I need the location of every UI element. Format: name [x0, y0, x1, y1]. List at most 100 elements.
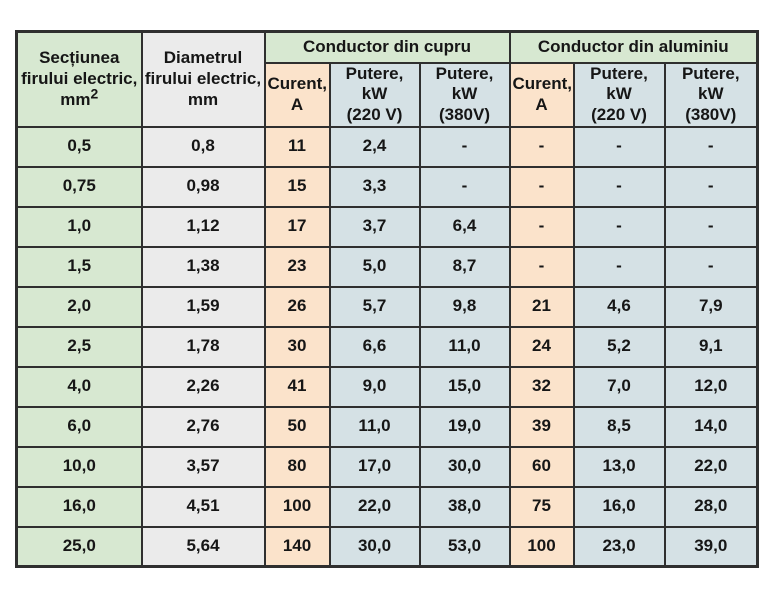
cell-cu-power220: 9,0 [328, 365, 421, 408]
cell-al-power220: 13,0 [572, 445, 666, 488]
cell-section: 1,5 [15, 245, 143, 288]
cell-diameter: 2,76 [140, 405, 266, 448]
cell-cu-power380: 30,0 [418, 445, 511, 488]
cell-section: 4,0 [15, 365, 143, 408]
header-section-unit: mm [60, 89, 91, 109]
header-copper-group: Conductor din cupru [263, 30, 511, 64]
cell-al-power380: - [663, 205, 759, 248]
cell-cu-power220: 11,0 [328, 405, 421, 448]
cell-cu-power220: 3,3 [328, 165, 421, 208]
cell-al-power380: 22,0 [663, 445, 759, 488]
cell-cu-power220: 30,0 [328, 525, 421, 568]
header-section-line1: Secțiunea [39, 48, 120, 68]
cell-al-power380: 39,0 [663, 525, 759, 568]
cell-al-power220: - [572, 205, 666, 248]
header-copper-power380-line1: Putere, kW [435, 63, 494, 104]
cell-cu-power380: 11,0 [418, 325, 511, 368]
header-section: Secțiunea firului electric, mm2 [15, 30, 143, 128]
cell-al-power220: 23,0 [572, 525, 666, 568]
cell-al-current: 100 [508, 525, 575, 568]
cell-al-power380: 7,9 [663, 285, 759, 328]
cell-section: 2,5 [15, 325, 143, 368]
cell-al-current: 24 [508, 325, 575, 368]
cell-al-current: - [508, 165, 575, 208]
cell-cu-power380: - [418, 125, 511, 168]
cell-section: 6,0 [15, 405, 143, 448]
cell-cu-current: 26 [263, 285, 331, 328]
cell-al-power380: - [663, 165, 759, 208]
table-row: 1,0 1,12 17 3,7 6,4- - - [15, 205, 759, 248]
cell-al-power380: 9,1 [663, 325, 759, 368]
cell-al-power220: - [572, 125, 666, 168]
cell-cu-current: 41 [263, 365, 331, 408]
table-row: 10,0 3,57 80 17,0 30,0 60 13,0 22,0 [15, 445, 759, 488]
cell-al-current: 75 [508, 485, 575, 528]
cell-cu-current: 50 [263, 405, 331, 448]
cell-section: 10,0 [15, 445, 143, 488]
cell-cu-power220: 5,7 [328, 285, 421, 328]
cell-al-power220: 7,0 [572, 365, 666, 408]
header-diameter-line1: Diametrul [163, 48, 243, 68]
cell-cu-power220: 5,0 [328, 245, 421, 288]
cell-section: 0,75 [15, 165, 143, 208]
header-aluminium-power380-line2: (380V) [685, 104, 737, 124]
cell-al-power380: 12,0 [663, 365, 759, 408]
cell-al-current: 39 [508, 405, 575, 448]
cell-diameter: 1,12 [140, 205, 266, 248]
cell-cu-power380: 38,0 [418, 485, 511, 528]
header-copper-power380-line2: (380V) [438, 104, 491, 124]
header-copper-current-line1: Curent, [267, 73, 328, 93]
header-copper-power380: Putere, kW (380V) [418, 61, 511, 128]
cell-diameter: 1,59 [140, 285, 266, 328]
cell-al-power380: - [663, 125, 759, 168]
cell-cu-power380: - [418, 165, 511, 208]
cell-cu-current: 100 [263, 485, 331, 528]
cell-cu-power220: 6,6 [328, 325, 421, 368]
header-section-line2: firului electric, [21, 68, 138, 88]
table-row: 16,0 4,51 100 22,0 38,0 75 16,0 28,0 [15, 485, 759, 528]
table-row: 0,5 0,8 11 2,4- - - - [15, 125, 759, 168]
cell-section: 25,0 [15, 525, 143, 568]
header-diameter: Diametrul firului electric, mm [140, 30, 266, 128]
cell-diameter: 0,98 [140, 165, 266, 208]
header-diameter-line2: firului electric, [144, 68, 262, 88]
cell-cu-power380: 19,0 [418, 405, 511, 448]
cell-diameter: 5,64 [140, 525, 266, 568]
header-aluminium-current-line1: Curent, [512, 73, 572, 93]
cell-cu-power380: 9,8 [418, 285, 511, 328]
cell-diameter: 1,38 [140, 245, 266, 288]
cell-al-power220: 16,0 [572, 485, 666, 528]
cell-cu-power220: 3,7 [328, 205, 421, 248]
cell-cu-power380: 53,0 [418, 525, 511, 568]
header-copper-power220-line1: Putere, kW [345, 63, 404, 104]
header-aluminium-power380: Putere, kW (380V) [663, 61, 759, 128]
cell-al-current: - [508, 205, 575, 248]
cell-al-power220: - [572, 245, 666, 288]
header-copper-current-line2: A [290, 94, 304, 114]
header-aluminium-power220-line1: Putere, kW [590, 63, 648, 104]
table-header: Secțiunea firului electric, mm2 Diametru… [15, 30, 759, 128]
cell-cu-current: 80 [263, 445, 331, 488]
table-row: 25,0 5,64 140 30,0 53,0 100 23,0 39,0 [15, 525, 759, 568]
table-row: 2,0 1,59 26 5,7 9,8 21 4,6 7,9 [15, 285, 759, 328]
cell-al-current: - [508, 125, 575, 168]
header-copper-power220: Putere, kW (220 V) [328, 61, 421, 128]
cell-cu-current: 30 [263, 325, 331, 368]
cell-section: 16,0 [15, 485, 143, 528]
cell-al-power380: 14,0 [663, 405, 759, 448]
cell-cu-current: 140 [263, 525, 331, 568]
cell-al-power220: 8,5 [572, 405, 666, 448]
sub-header-row: Curent, A Putere, kW (220 V) Putere, kW … [17, 61, 759, 128]
cell-cu-current: 17 [263, 205, 331, 248]
cell-cu-power380: 6,4 [418, 205, 511, 248]
cell-al-power220: 5,2 [572, 325, 666, 368]
wire-ampacity-table: Secțiunea firului electric, mm2 Diametru… [15, 30, 760, 569]
cell-al-current: - [508, 245, 575, 288]
cell-al-current: 21 [508, 285, 575, 328]
header-copper-power220-line2: (220 V) [346, 104, 403, 124]
cell-diameter: 2,26 [140, 365, 266, 408]
header-aluminium-power220: Putere, kW (220 V) [572, 61, 666, 128]
cell-al-power380: 28,0 [663, 485, 759, 528]
header-section-superscript: 2 [90, 85, 99, 102]
